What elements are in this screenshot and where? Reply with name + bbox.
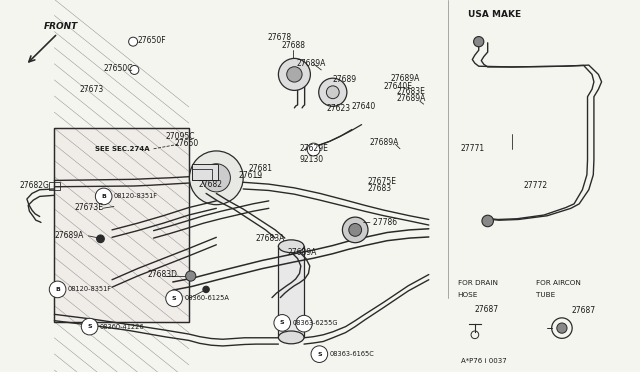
Text: 27095C: 27095C (165, 132, 195, 141)
Circle shape (311, 346, 328, 362)
Circle shape (203, 286, 209, 293)
Circle shape (319, 78, 347, 106)
Text: 27772: 27772 (524, 182, 548, 190)
Circle shape (474, 36, 484, 47)
Circle shape (557, 323, 567, 333)
Ellipse shape (278, 240, 304, 253)
Text: 27689A: 27689A (296, 59, 326, 68)
Circle shape (287, 67, 302, 82)
Text: — 27786: — 27786 (363, 218, 397, 227)
Text: 27629E: 27629E (300, 144, 328, 153)
Ellipse shape (278, 331, 304, 344)
Circle shape (326, 86, 339, 99)
Text: 08120-8351F: 08120-8351F (68, 286, 112, 292)
Circle shape (189, 151, 243, 205)
Bar (54, 128, 189, 322)
Circle shape (130, 65, 139, 74)
Text: 27689A: 27689A (54, 231, 84, 240)
Circle shape (296, 315, 312, 332)
Text: 27687: 27687 (475, 305, 499, 314)
Text: 27689A: 27689A (288, 248, 317, 257)
Text: 27623: 27623 (326, 104, 351, 113)
Text: S: S (317, 352, 322, 357)
Text: 27650C: 27650C (104, 64, 133, 73)
Text: 08360-41226: 08360-41226 (100, 324, 145, 330)
Text: 08363-6165C: 08363-6165C (330, 351, 374, 357)
Text: 27771: 27771 (461, 144, 485, 153)
Text: USA MAKE: USA MAKE (468, 10, 522, 19)
Text: 27675E: 27675E (367, 177, 396, 186)
Text: 27682: 27682 (198, 180, 223, 189)
Text: FOR AIRCON: FOR AIRCON (536, 280, 581, 286)
Text: 27688: 27688 (282, 41, 306, 50)
Text: 27689A: 27689A (370, 138, 399, 147)
Text: FRONT: FRONT (44, 22, 78, 31)
Text: 27689A: 27689A (390, 74, 420, 83)
Text: 27650: 27650 (174, 139, 198, 148)
Text: SEE SEC.274A: SEE SEC.274A (95, 146, 149, 152)
Text: 27640: 27640 (352, 102, 376, 110)
Circle shape (97, 235, 104, 243)
Circle shape (202, 164, 230, 192)
Text: 08120-8351F: 08120-8351F (114, 193, 158, 199)
Text: S: S (87, 324, 92, 329)
Bar (192, 169, 212, 180)
Bar (49, 182, 60, 190)
Text: 27683E: 27683E (397, 87, 426, 96)
Circle shape (166, 290, 182, 307)
Circle shape (95, 188, 112, 205)
Text: B: B (55, 287, 60, 292)
Circle shape (129, 37, 138, 46)
Text: HOSE: HOSE (458, 292, 478, 298)
Text: 27687: 27687 (572, 306, 596, 315)
Bar (54, 128, 189, 322)
Text: 27689A: 27689A (397, 94, 426, 103)
Circle shape (307, 143, 320, 156)
Text: FOR DRAIN: FOR DRAIN (458, 280, 498, 286)
Text: 27673E: 27673E (74, 203, 103, 212)
Bar (192, 164, 218, 180)
Circle shape (81, 318, 98, 335)
Text: 27619: 27619 (238, 171, 262, 180)
Text: 27673: 27673 (80, 85, 104, 94)
Circle shape (278, 58, 310, 90)
Text: S: S (280, 320, 285, 326)
Text: 27650F: 27650F (138, 36, 166, 45)
Circle shape (342, 217, 368, 243)
Text: B: B (101, 194, 106, 199)
Text: 27683: 27683 (367, 185, 392, 193)
Circle shape (49, 281, 66, 298)
Text: 27640E: 27640E (384, 82, 413, 91)
Text: TUBE: TUBE (536, 292, 556, 298)
Circle shape (274, 315, 291, 331)
Text: 08360-6125A: 08360-6125A (184, 295, 229, 301)
Text: 08363-6255G: 08363-6255G (292, 320, 338, 326)
Text: S: S (172, 296, 177, 301)
Text: 27683D: 27683D (147, 270, 177, 279)
Text: A*P76 i 0037: A*P76 i 0037 (461, 358, 506, 364)
Bar (278, 246, 304, 337)
Text: 27689: 27689 (333, 76, 357, 84)
Text: 27678: 27678 (268, 33, 292, 42)
Circle shape (349, 224, 362, 236)
Circle shape (482, 215, 493, 227)
Text: 27683A: 27683A (256, 234, 285, 243)
Text: 92130: 92130 (300, 155, 324, 164)
Circle shape (186, 271, 196, 281)
Text: 27681: 27681 (248, 164, 273, 173)
Text: 27682G: 27682G (19, 181, 49, 190)
